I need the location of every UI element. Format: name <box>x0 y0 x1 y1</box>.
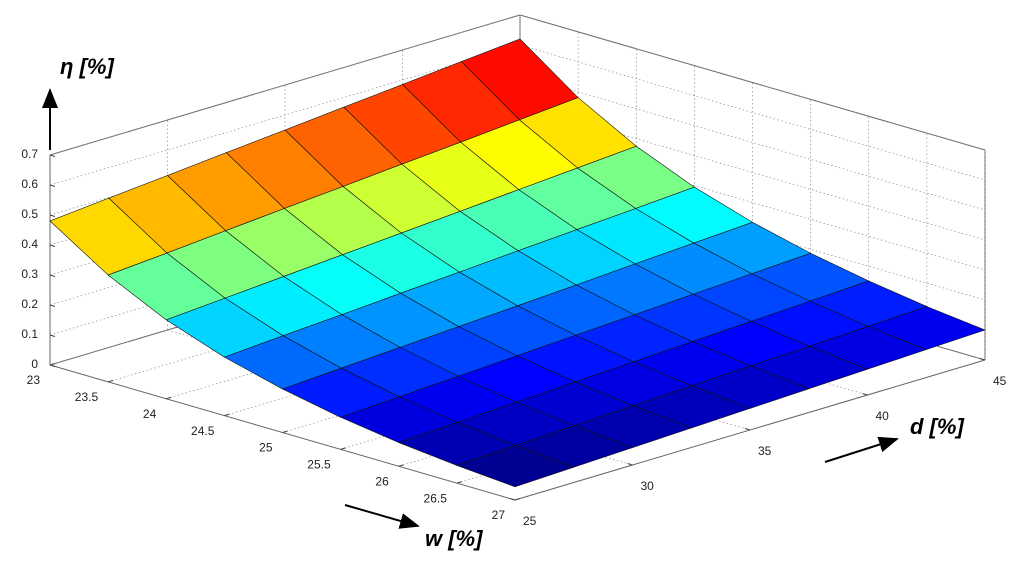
y-tick <box>979 358 986 361</box>
x-tick <box>49 363 56 366</box>
y-tick-label: 45 <box>993 374 1007 388</box>
y-tick <box>744 428 751 431</box>
d-arrow <box>824 436 899 463</box>
surface-facet <box>455 445 575 488</box>
z-tick-label: 0.6 <box>21 177 38 191</box>
y-axis-label: d [%] <box>910 414 964 439</box>
z-tick-label: 0.4 <box>21 237 38 251</box>
y-tick-label: 40 <box>876 409 890 423</box>
x-tick <box>340 447 346 450</box>
x-tick-label: 26.5 <box>424 491 448 505</box>
grid-line <box>49 14 521 156</box>
z-tick-label: 0 <box>31 357 38 371</box>
z-tick-label: 0.3 <box>21 267 38 281</box>
z-tick-label: 0.7 <box>21 147 38 161</box>
z-axis-label: η [%] <box>60 54 114 79</box>
z-tick <box>49 274 56 277</box>
x-tick <box>224 413 230 417</box>
z-tick <box>49 184 56 187</box>
x-tick-label: 27 <box>492 508 506 522</box>
x-tick <box>398 464 404 467</box>
x-tick <box>282 430 288 433</box>
z-tick-label: 0.5 <box>21 207 38 221</box>
z-tick <box>49 244 56 247</box>
z-tick <box>49 304 56 307</box>
x-tick <box>456 481 463 484</box>
x-tick-label: 26 <box>375 474 389 488</box>
grid-line <box>519 74 986 211</box>
y-tick-label: 30 <box>641 479 655 493</box>
x-tick-label: 23 <box>27 373 41 387</box>
x-tick <box>514 498 521 501</box>
x-tick-label: 25 <box>259 441 273 455</box>
z-tick <box>49 154 56 157</box>
y-tick <box>862 393 868 396</box>
z-tick <box>49 214 56 217</box>
y-tick-label: 35 <box>758 444 772 458</box>
y-tick-label: 25 <box>523 514 537 528</box>
grid-line <box>519 44 986 181</box>
x-tick-label: 24.5 <box>191 424 215 438</box>
w-arrow <box>344 504 420 529</box>
z-tick-label: 0.2 <box>21 297 38 311</box>
x-tick-label: 23.5 <box>75 390 99 404</box>
x-tick-label: 25.5 <box>307 458 331 472</box>
x-tick <box>107 379 114 383</box>
x-axis-label: w [%] <box>425 526 483 551</box>
z-tick-label: 0.1 <box>21 327 38 341</box>
y-tick <box>627 463 633 466</box>
y-tick <box>509 498 516 501</box>
z-tick <box>49 334 56 337</box>
grid-line <box>519 14 986 151</box>
x-tick <box>166 396 172 400</box>
x-tick-label: 24 <box>143 407 157 421</box>
